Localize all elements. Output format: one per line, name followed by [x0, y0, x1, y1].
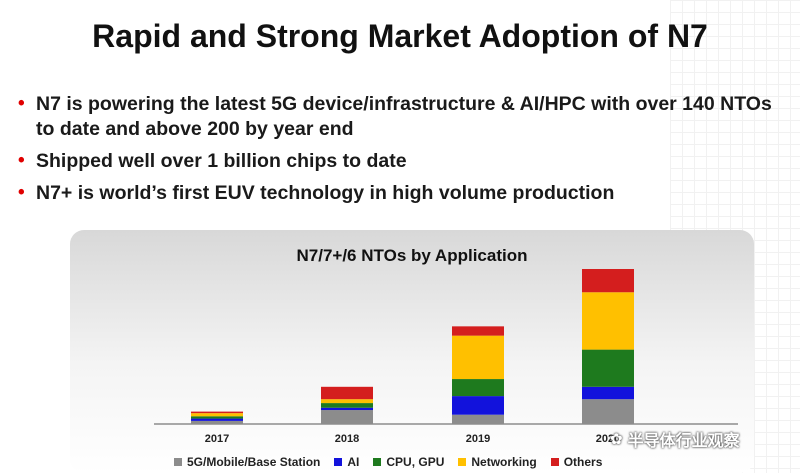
bar-segment-2019-others [452, 326, 504, 336]
bar-segment-2017-5g-mobile-base-station [191, 420, 243, 424]
bar-segment-2017-cpu-gpu [191, 416, 243, 419]
watermark: ✿ 半导体行业观察 [610, 428, 740, 450]
x-tick-label-2018: 2018 [335, 433, 359, 445]
legend-label: Networking [471, 455, 537, 469]
x-tick-label-2017: 2017 [205, 433, 229, 445]
bullet-dot-icon: • [18, 93, 25, 114]
bar-segment-2018-5g-mobile-base-station [321, 410, 373, 424]
bullet-item: • N7+ is world’s first EUV technology in … [18, 181, 788, 206]
legend-swatch [334, 458, 343, 466]
bullet-dot-icon: • [18, 181, 25, 203]
bullet-text: Shipped well over 1 billion chips to dat… [36, 149, 407, 172]
slide-title: Rapid and Strong Market Adoption of N7 [92, 18, 708, 54]
bar-segment-2018-networking [321, 399, 373, 404]
bullet-text: N7+ is world’s first EUV technology in h… [36, 181, 615, 204]
chart-title: N7/7+/6 NTOs by Application [296, 246, 528, 265]
wechat-icon: ✿ [610, 431, 623, 448]
legend-item: CPU, GPU [373, 455, 444, 469]
legend-item: AI [334, 455, 359, 469]
bullet-item: • Shipped well over 1 billion chips to da… [18, 149, 788, 174]
bar-segment-2017-ai [191, 418, 243, 421]
legend-swatch [174, 458, 182, 466]
legend-label: AI [347, 455, 360, 469]
bullet-dot-icon: • [18, 149, 25, 171]
legend-swatch [458, 458, 467, 466]
chart-panel: N7/7+/6 NTOs by Application 2017 2018 2019… [70, 230, 754, 473]
watermark-text: 半导体行业观察 [627, 433, 740, 450]
bar-segment-2017-others [191, 411, 243, 414]
bar-segment-2017-networking [191, 413, 243, 417]
bar-segment-2018-cpu-gpu [321, 403, 373, 408]
bar-segment-2018-ai [321, 407, 373, 411]
legend-item: Networking [458, 455, 537, 469]
bar-segment-2020-5g-mobile-base-station [582, 399, 634, 424]
legend-label: Others [563, 455, 603, 469]
legend-item: 5G/Mobile/Base Station [174, 455, 320, 469]
stacked-bar-chart: 2017 2018 2019 2020 [154, 269, 738, 445]
bar-segment-2020-ai [582, 386, 634, 400]
bar-segment-2019-ai [452, 396, 504, 415]
bullet-item: • N7 is powering the latest 5G device/inf… [18, 92, 788, 142]
x-tick-label-2019: 2019 [466, 433, 490, 445]
bar-segment-2018-others [321, 386, 373, 400]
legend-label: CPU, GPU [386, 455, 445, 469]
bar-segment-2019-cpu-gpu [452, 379, 504, 397]
legend-label: 5G/Mobile/Base Station [187, 455, 321, 469]
bar-segment-2019-networking [452, 335, 504, 380]
bullet-text: N7 is powering the latest 5G device/infr… [36, 93, 772, 140]
legend-swatch [373, 458, 382, 466]
bar-segment-2020-cpu-gpu [582, 349, 634, 387]
legend-item: Others [550, 455, 603, 469]
bullet-list: • N7 is powering the latest 5G device/inf… [18, 92, 788, 213]
bar-segment-2019-5g-mobile-base-station [452, 414, 504, 424]
bar-segment-2020-networking [582, 292, 634, 350]
legend-swatch [550, 458, 559, 466]
bar-segment-2020-others [582, 269, 634, 293]
x-tick-label-2020: 2020 [596, 433, 620, 445]
chart-legend: 5G/Mobile/Base Station AI CPU, GPU Networki… [174, 455, 602, 469]
